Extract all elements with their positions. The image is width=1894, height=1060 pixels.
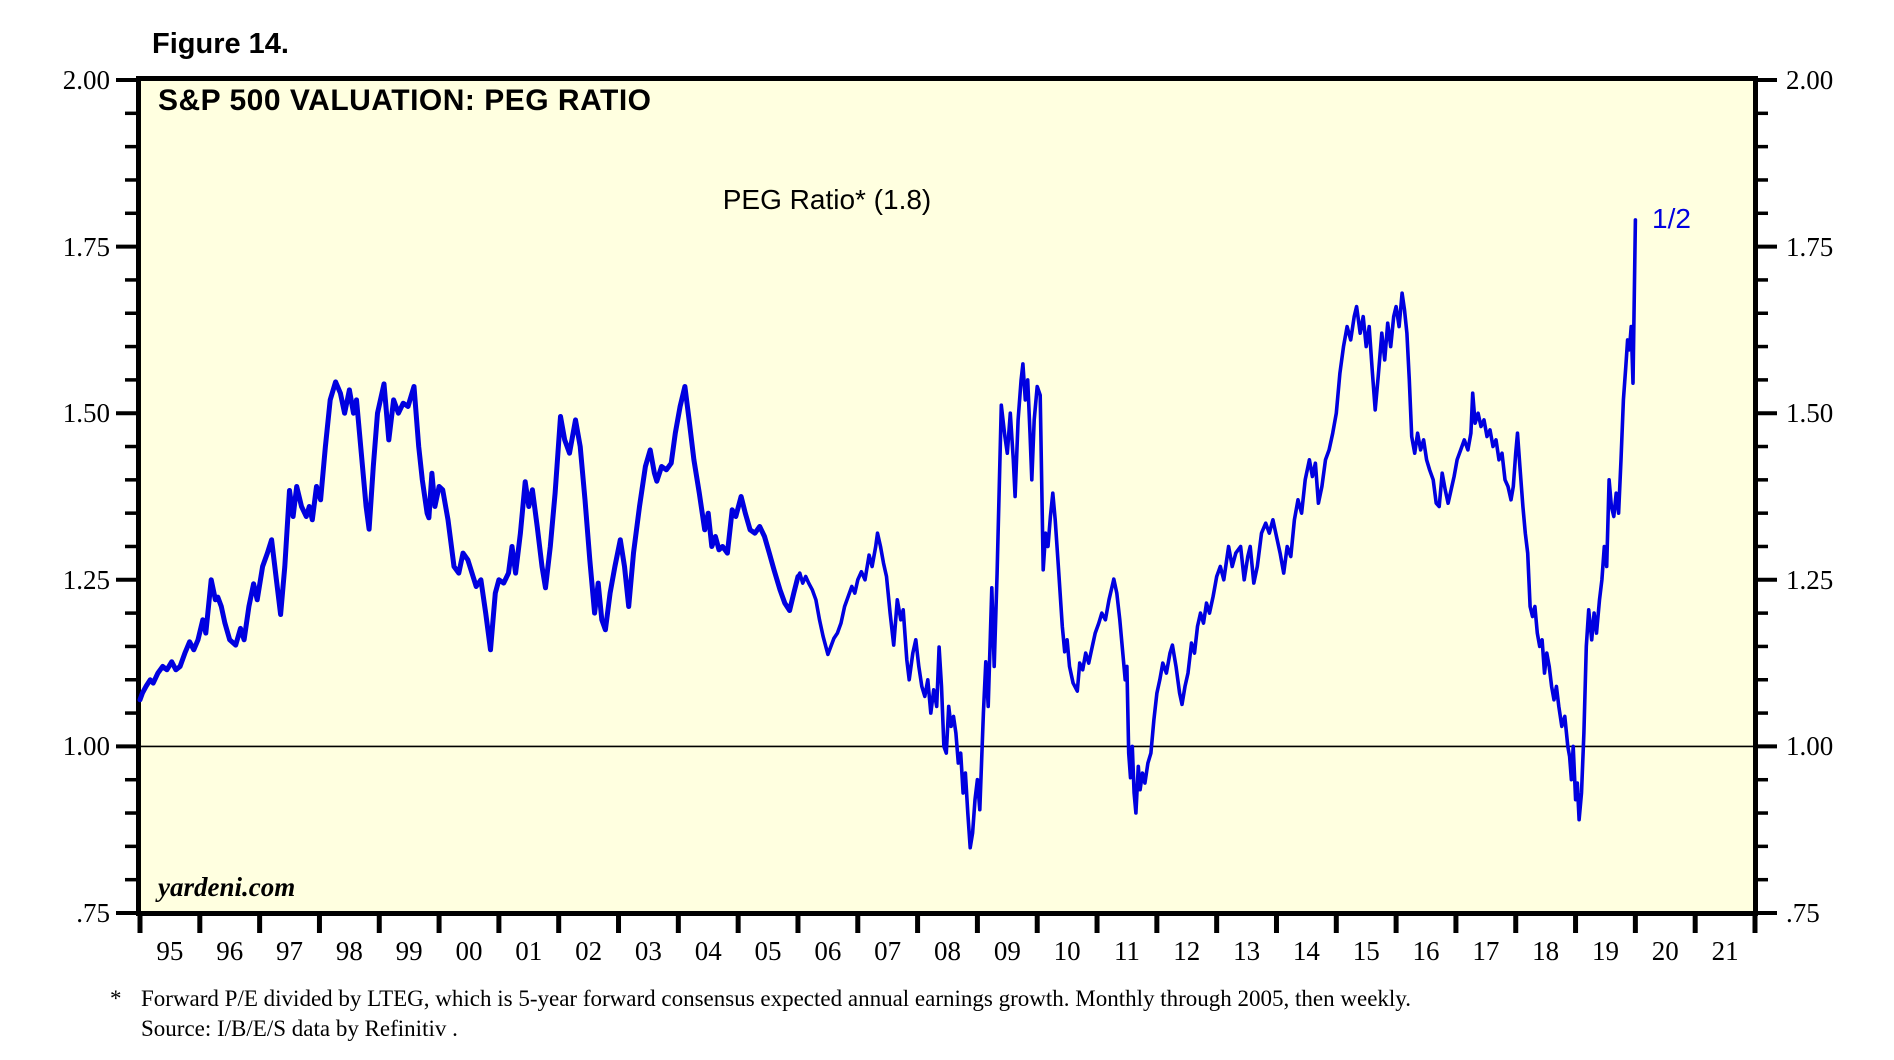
x-axis-label: 06 — [814, 936, 842, 966]
y-axis-label-left: 2.00 — [62, 65, 110, 95]
x-axis-label: 21 — [1711, 936, 1739, 966]
x-axis-label: 10 — [1053, 936, 1081, 966]
y-axis-label-right: 1.25 — [1786, 564, 1834, 595]
y-axis-label-left: 1.75 — [62, 231, 110, 262]
x-axis-label: 98 — [335, 936, 363, 966]
x-axis-label: 18 — [1532, 936, 1560, 966]
footnote-source: Source: I/B/E/S data by Refinitiv . — [141, 1016, 458, 1041]
x-axis-label: 00 — [455, 936, 483, 966]
peg-ratio-series — [796, 218, 1638, 850]
x-axis-label: 07 — [874, 936, 902, 966]
x-axis-label: 12 — [1173, 936, 1201, 966]
x-axis-label: 03 — [634, 936, 662, 966]
peg-ratio-series — [137, 379, 801, 703]
series-label: PEG Ratio* (1.8) — [722, 184, 932, 215]
y-axis-label-right: 1.50 — [1786, 398, 1834, 429]
x-axis-label: 09 — [993, 936, 1021, 966]
footnote-marker: * — [110, 986, 122, 1011]
x-axis-label: 02 — [575, 936, 603, 966]
latest-point-annotation: 1/2 — [1652, 203, 1691, 234]
x-axis-label: 14 — [1292, 936, 1320, 966]
y-axis-label-right: 1.75 — [1786, 231, 1834, 262]
x-axis-label: 17 — [1472, 936, 1500, 966]
x-axis-label: 05 — [754, 936, 782, 966]
x-axis-label: 20 — [1651, 936, 1679, 966]
x-axis-label: 01 — [515, 936, 543, 966]
y-axis-label-left: 1.00 — [62, 731, 110, 762]
y-axis-label-right: 2.00 — [1786, 65, 1834, 95]
x-axis-label: 15 — [1352, 936, 1380, 966]
x-axis-label: 16 — [1412, 936, 1440, 966]
x-axis-label: 08 — [934, 936, 961, 966]
y-axis-label-left: 1.50 — [62, 398, 110, 429]
x-axis-label: 96 — [216, 936, 244, 966]
watermark-yardeni: yardeni.com — [158, 872, 296, 902]
chart-title: S&P 500 VALUATION: PEG RATIO — [158, 84, 652, 117]
x-axis-label: 97 — [276, 936, 304, 966]
x-axis-label: 95 — [156, 936, 184, 966]
figure-label: Figure 14. — [152, 28, 289, 60]
x-axis-label: 11 — [1113, 936, 1140, 966]
y-axis-label-left: .75 — [76, 898, 110, 928]
y-axis-label-left: 1.25 — [62, 564, 110, 595]
footnote-line1: Forward P/E divided by LTEG, which is 5-… — [141, 986, 1412, 1011]
x-axis-label: 04 — [694, 936, 722, 966]
x-axis-label: 99 — [395, 936, 423, 966]
y-axis-label-right: .75 — [1786, 898, 1820, 928]
x-axis-label: 13 — [1233, 936, 1261, 966]
plot-area — [136, 76, 1758, 916]
y-axis-label-right: 1.00 — [1786, 731, 1834, 762]
x-axis-label: 19 — [1591, 936, 1619, 966]
